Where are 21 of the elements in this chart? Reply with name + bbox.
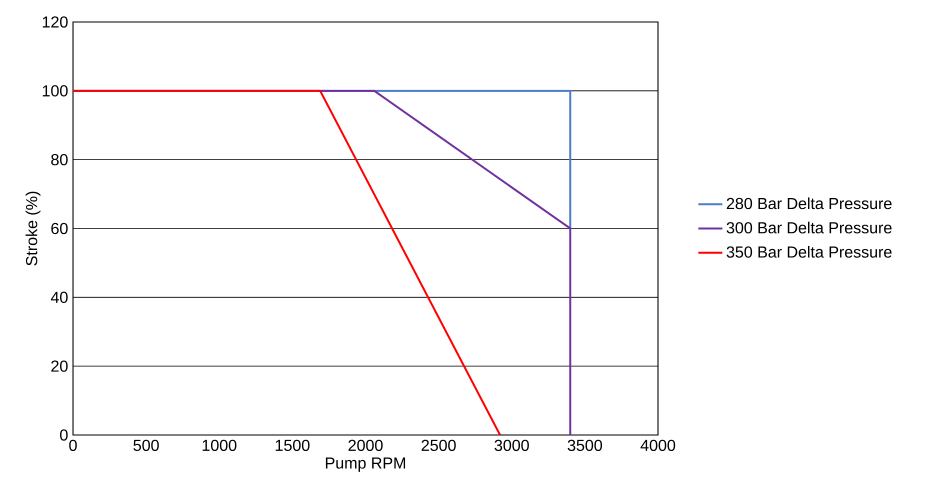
x-axis-title: Pump RPM: [326, 458, 406, 472]
legend-label: 300 Bar Delta Pressure: [726, 222, 892, 234]
y-tick-label: 60: [51, 222, 68, 234]
x-tick-label: 1000: [202, 440, 236, 452]
y-tick-label: 20: [51, 360, 68, 372]
x-tick-label: 3000: [494, 440, 529, 452]
y-tick-label: 100: [42, 85, 68, 96]
x-tick-label: 2500: [422, 440, 456, 452]
x-tick-label: 0: [69, 440, 77, 452]
x-tick-label: 2000: [348, 440, 383, 452]
legend-label: 280 Bar Delta Pressure: [726, 197, 892, 210]
legend-label: 350 Bar Delta Pressure: [726, 246, 892, 258]
x-tick-label: 1500: [276, 440, 310, 452]
x-tick-label: 3500: [568, 440, 602, 452]
x-tick-label: 500: [133, 440, 159, 452]
y-tick-label: 80: [51, 154, 68, 166]
y-axis-title: Stroke (%): [26, 192, 40, 266]
y-tick-label: 0: [60, 429, 68, 441]
y-tick-label: 120: [42, 16, 68, 28]
x-tick-label: 4000: [640, 440, 676, 452]
y-tick-label: 40: [50, 292, 68, 303]
